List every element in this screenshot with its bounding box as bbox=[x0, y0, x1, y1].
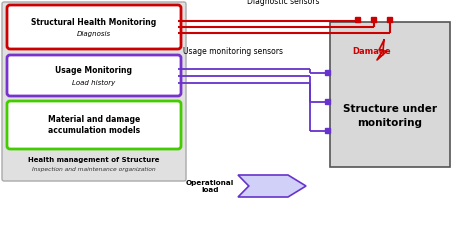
Text: Health management of Structure: Health management of Structure bbox=[28, 157, 160, 163]
Text: Inspection and maintenance organization: Inspection and maintenance organization bbox=[32, 167, 156, 173]
Text: Usage monitoring sensors: Usage monitoring sensors bbox=[183, 47, 283, 56]
FancyBboxPatch shape bbox=[7, 5, 181, 49]
Text: Structural Health Monitoring: Structural Health Monitoring bbox=[31, 18, 156, 27]
Bar bbox=[325, 128, 330, 133]
FancyBboxPatch shape bbox=[2, 2, 186, 181]
Text: Diagnosis: Diagnosis bbox=[77, 31, 111, 37]
Text: Load history: Load history bbox=[73, 79, 116, 86]
Bar bbox=[388, 17, 392, 22]
Text: Diagnostic sensors: Diagnostic sensors bbox=[247, 0, 320, 6]
Text: Damage: Damage bbox=[352, 47, 391, 56]
Bar bbox=[325, 70, 330, 75]
FancyBboxPatch shape bbox=[7, 55, 181, 96]
Bar bbox=[356, 17, 361, 22]
Text: Structure under
monitoring: Structure under monitoring bbox=[343, 104, 437, 128]
Bar bbox=[325, 99, 330, 104]
Bar bbox=[372, 17, 376, 22]
FancyBboxPatch shape bbox=[330, 22, 450, 167]
FancyBboxPatch shape bbox=[7, 101, 181, 149]
Text: Operational
load: Operational load bbox=[186, 180, 234, 193]
Text: Usage Monitoring: Usage Monitoring bbox=[55, 66, 133, 75]
Text: Material and damage
accumulation models: Material and damage accumulation models bbox=[48, 115, 140, 135]
Polygon shape bbox=[238, 175, 306, 197]
